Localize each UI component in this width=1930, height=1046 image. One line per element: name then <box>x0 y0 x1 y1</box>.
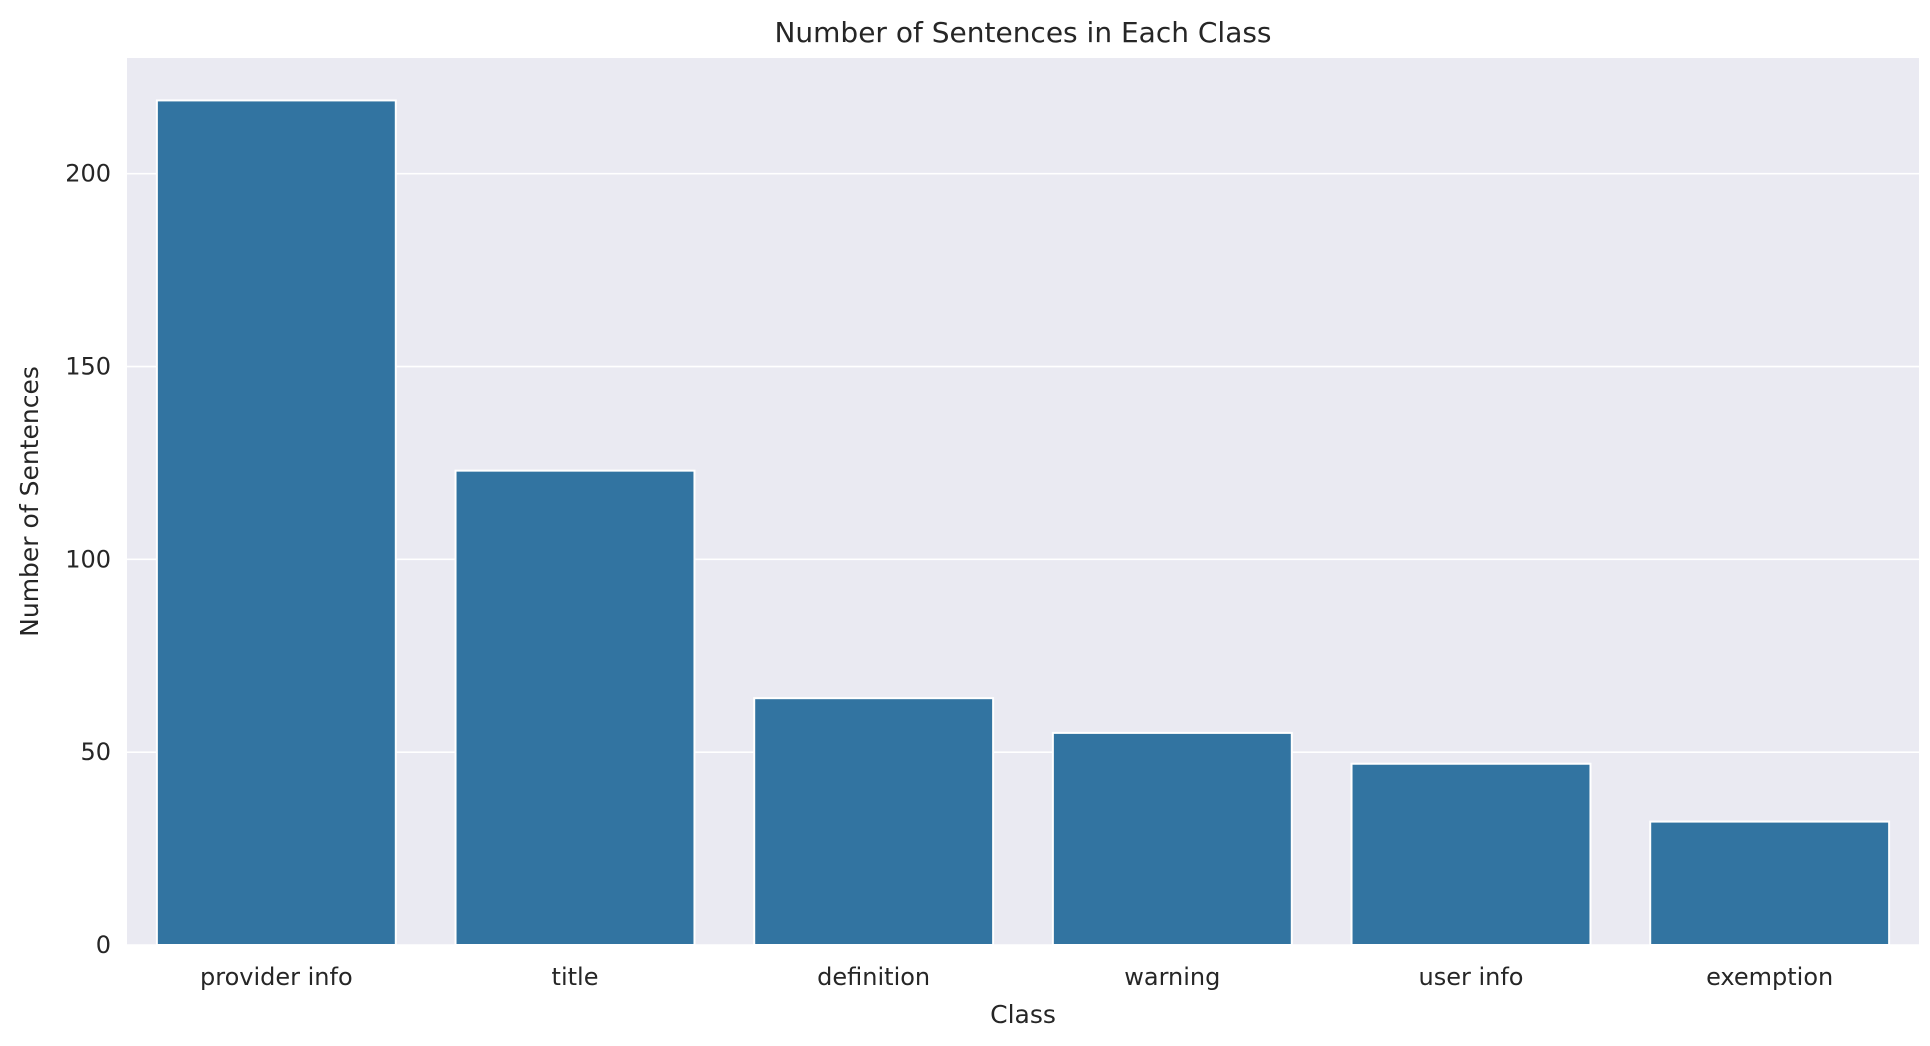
bar-exemption <box>1649 820 1891 947</box>
y-tick-label-200: 200 <box>65 160 111 188</box>
plot-background <box>127 58 1919 945</box>
x-tick-label-provider-info: provider info <box>200 963 353 991</box>
y-tick-labels: 0 50 100 150 200 <box>65 160 111 959</box>
bar-provider-info <box>155 99 397 946</box>
y-tick-label-100: 100 <box>65 545 111 573</box>
y-tick-label-50: 50 <box>80 738 111 766</box>
bar-definition <box>753 697 995 947</box>
chart-title: Number of Sentences in Each Class <box>774 16 1271 49</box>
bar-user-info <box>1350 762 1592 946</box>
y-axis-label: Number of Sentences <box>15 366 44 637</box>
bar-warning <box>1051 731 1293 946</box>
gridlines <box>127 172 1919 946</box>
x-tick-label-exemption: exemption <box>1706 963 1833 991</box>
bar-title <box>454 469 696 946</box>
bars <box>155 99 1891 947</box>
x-tick-label-user-info: user info <box>1419 963 1524 991</box>
x-tick-label-definition: definition <box>817 963 930 991</box>
x-axis-label: Class <box>990 1000 1056 1029</box>
y-tick-label-150: 150 <box>65 353 111 381</box>
x-tick-labels: provider info title definition warning user … <box>200 963 1833 991</box>
x-tick-label-title: title <box>552 963 599 991</box>
x-tick-label-warning: warning <box>1124 963 1220 991</box>
y-tick-label-0: 0 <box>96 931 111 959</box>
